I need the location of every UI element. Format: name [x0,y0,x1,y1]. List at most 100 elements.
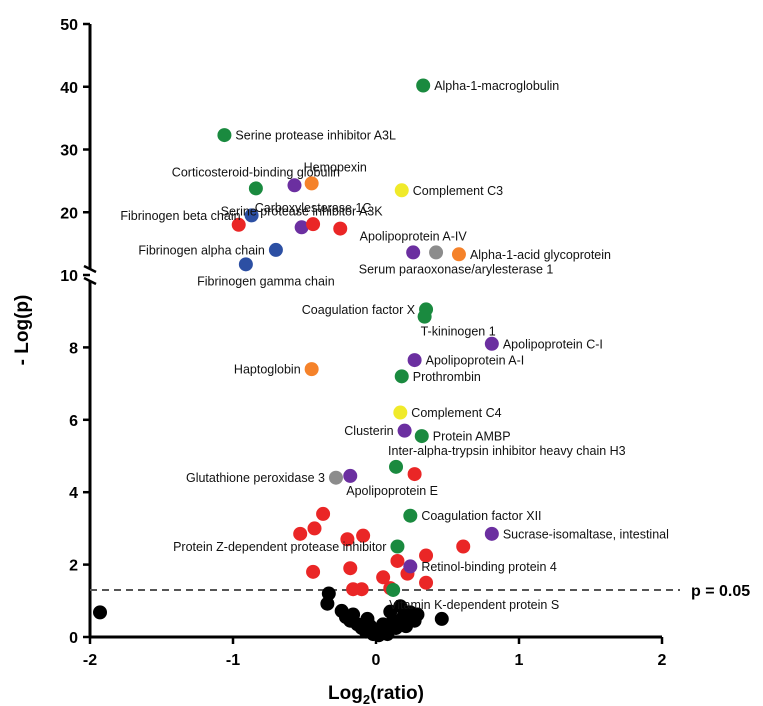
data-point [287,178,302,193]
x-tick-label: 0 [372,652,381,669]
point-label: Sucrase-isomaltase, intestinal [503,527,669,541]
y-tick-label: 50 [60,17,78,34]
point-label: Coagulation factor X [302,303,416,317]
data-point [304,176,319,191]
x-tick-label: -1 [226,652,240,669]
data-point [354,582,369,597]
data-point [380,627,395,642]
data-point [340,532,355,547]
point-label: Fibrinogen alpha chain [138,243,265,257]
data-point [419,575,434,590]
data-point [403,559,418,574]
point-label: Glutathione peroxidase 3 [186,471,325,485]
data-point [406,245,421,260]
y-tick-label: 10 [60,268,78,285]
data-point [333,221,348,236]
x-tick-label: 1 [515,652,524,669]
point-label: Inter-alpha-trypsin inhibitor heavy chai… [388,444,626,458]
y-tick-label: 0 [69,630,78,647]
data-point [376,570,391,585]
point-label: Clusterin [344,424,393,438]
point-label: Hemopexin [304,160,367,174]
data-point [484,526,499,541]
point-label: Apolipoprotein A-I [426,354,525,368]
data-point [360,611,375,626]
point-label: Haptoglobin [234,363,301,377]
point-label: Serine protease inhibitor A3K [221,204,384,218]
data-point [217,128,232,143]
point-label: Protein Z-dependent protease inhibitor [173,540,386,554]
data-point [429,245,444,260]
data-point [451,247,466,262]
point-label: Serine protease inhibitor A3L [235,129,396,143]
data-point [306,564,321,579]
data-point [397,423,412,438]
point-label: Apolipoprotein A-IV [360,229,468,243]
point-label: Corticosteroid-binding globulin [172,165,340,179]
point-label: Complement C4 [411,406,501,420]
data-point [407,467,422,482]
data-point [434,611,449,626]
data-point [394,369,409,384]
x-tick-label: -2 [83,652,97,669]
data-point [294,220,309,235]
point-label: Complement C3 [413,184,503,198]
data-point [306,217,321,232]
point-label: Fibrinogen gamma chain [197,274,335,288]
data-point [393,599,408,614]
data-point [293,526,308,541]
data-point [248,181,263,196]
data-point [407,353,422,368]
data-point [93,605,108,620]
y-tick-label: 6 [69,413,78,430]
point-label: Serum paraoxonase/arylesterase 1 [359,262,554,276]
x-axis-title-rest: (ratio) [370,683,424,704]
data-point [304,362,319,377]
data-point [238,257,253,272]
point-label: Fibrinogen beta chain [120,209,240,223]
data-point [320,596,335,611]
data-point [484,336,499,351]
data-point [356,528,371,543]
y-tick-label: 8 [69,340,78,357]
data-point [307,521,322,536]
data-point [419,548,434,563]
x-axis-title: Log2(ratio) [328,683,424,706]
y-tick-label: 4 [69,485,78,502]
x-axis-title-subscript: 2 [363,692,370,706]
data-point [389,459,404,474]
x-axis-title-main: Log [328,683,363,704]
data-point [316,506,331,521]
point-label: Vitamin K-dependent protein S [389,598,559,612]
data-point [393,405,408,420]
point-labels: Alpha-1-macroglobulin Serine protease inh… [120,79,669,612]
data-point [410,607,425,622]
point-label: Coagulation factor XII [421,509,541,523]
threshold-label: p = 0.05 [691,583,750,600]
point-label: Alpha-1-macroglobulin [434,79,559,93]
point-label: Alpha-1-acid glycoprotein [470,248,611,262]
y-tick-label: 30 [60,143,78,160]
data-point [416,78,431,93]
y-tick-label: 20 [60,205,78,222]
data-point [343,468,358,483]
data-point [390,539,405,554]
point-label: Carboxylesterase 1C [255,201,372,215]
y-axis-break-mark [83,276,97,286]
data-point [403,508,418,523]
point-label: Apolipoprotein E [346,484,438,498]
data-point [328,470,343,485]
y-axis-title: - Log(p) [12,295,33,366]
point-label: Prothrombin [413,370,481,384]
data-point [231,217,246,232]
y-axis-break-mark [83,264,97,274]
data-point [343,561,358,576]
data-points [93,78,499,643]
point-label: Apolipoprotein C-I [503,337,603,351]
data-point [390,553,405,568]
data-point [394,183,409,198]
point-label: Protein AMBP [433,430,511,444]
data-point [386,582,401,597]
data-point [414,429,429,444]
